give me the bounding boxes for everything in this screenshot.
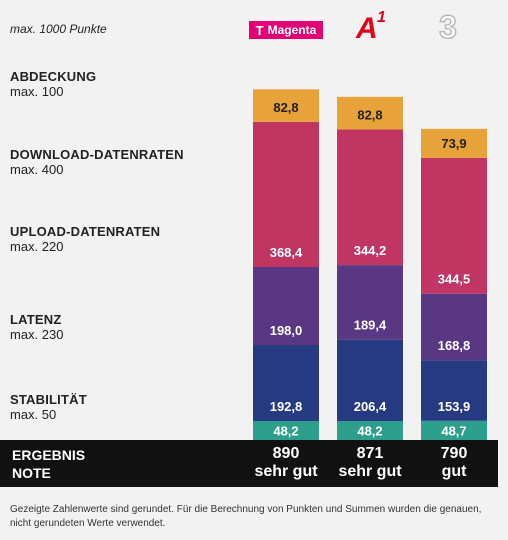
value-label-magenta-stabilität: 48,2 [273,424,298,439]
category-max: max. 220 [10,239,64,254]
category-max: max. 100 [10,84,64,99]
bar-a1-abdeckung [337,96,403,130]
score-drei: 790 [440,445,468,462]
bar-a1-latenz [337,339,403,421]
bar-drei-latenz [421,360,487,421]
drei-logo: 3 [438,9,457,45]
telekom-magenta-logo: T Magenta [249,21,323,39]
bar-drei-stabilität [421,420,487,440]
category-download: DOWNLOAD-DATENRATEN max. 400 [10,147,184,177]
category-upload: UPLOAD-DATENRATEN max. 220 [10,224,160,254]
category-name: UPLOAD-DATENRATEN [10,224,161,239]
score-magenta: 890 [272,445,300,462]
value-label-a1-upload-datenraten: 189,4 [354,318,387,333]
category-name: STABILITÄT [10,392,87,407]
category-abdeckung: ABDECKUNG max. 100 [10,69,96,99]
category-max: max. 50 [10,407,57,422]
value-label-a1-latenz: 206,4 [354,399,387,414]
note-drei: gut [441,463,467,480]
value-label-magenta-abdeckung: 82,8 [273,100,298,115]
value-label-a1-download-datenraten: 344,2 [354,243,387,258]
note-label: NOTE [12,465,51,481]
bar-drei-abdeckung [421,128,487,158]
magenta-logo-text: Magenta [267,23,317,37]
category-name: LATENZ [10,312,62,327]
value-label-drei-stabilität: 48,7 [441,423,466,438]
value-label-magenta-upload-datenraten: 198,0 [270,323,303,338]
result-row: ERGEBNIS NOTE 890 sehr gut 871 sehr gut … [0,440,498,487]
category-max: max. 400 [10,162,64,177]
category-name: ABDECKUNG [10,69,97,84]
value-label-a1-abdeckung: 82,8 [357,107,382,122]
value-label-drei-latenz: 153,9 [438,399,471,414]
value-label-drei-abdeckung: 73,9 [441,136,466,151]
telekom-t-icon: T [255,22,264,38]
bar-drei-download-datenraten [421,157,487,294]
bar-a1-upload-datenraten [337,265,403,340]
bar-a1-stabilität [337,421,403,440]
value-label-a1-stabilität: 48,2 [357,424,382,439]
bar-magenta-upload-datenraten [253,267,319,345]
value-label-magenta-latenz: 192,8 [270,399,303,414]
category-name: DOWNLOAD-DATENRATEN [10,147,184,162]
category-max: max. 230 [10,327,64,342]
category-latenz: LATENZ max. 230 [10,312,63,342]
score-a1: 871 [356,445,384,462]
footnote: Gezeigte Zahlenwerte sind gerundet. Für … [10,504,482,529]
note-a1: sehr gut [338,463,402,480]
bar-magenta-download-datenraten [253,121,319,268]
value-label-drei-download-datenraten: 344,5 [438,272,471,287]
ergebnis-label: ERGEBNIS [12,447,86,463]
note-magenta: sehr gut [254,463,318,480]
bar-magenta-abdeckung [253,89,319,122]
bar-magenta-latenz [253,345,319,421]
bar-a1-download-datenraten [337,129,403,265]
bar-magenta-stabilität [253,421,319,440]
max-points-note: max. 1000 Punkte [10,22,107,36]
value-label-magenta-download-datenraten: 368,4 [270,245,303,260]
value-label-drei-upload-datenraten: 168,8 [438,338,471,353]
bar-drei-upload-datenraten [421,293,487,361]
category-stabilitaet: STABILITÄT max. 50 [10,392,87,422]
